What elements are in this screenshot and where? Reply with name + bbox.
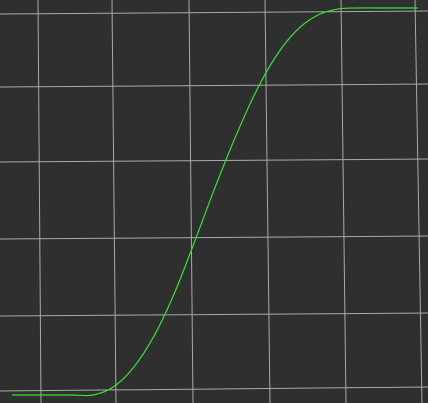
horizontal-gridline-1 xyxy=(0,10,428,15)
vertical-gridline-3 xyxy=(188,0,194,403)
vertical-gridline-1 xyxy=(37,0,42,403)
series-line-1 xyxy=(11,7,418,397)
vertical-gridline-6 xyxy=(414,0,423,403)
vertical-gridline-5 xyxy=(340,0,347,403)
horizontal-gridline-6 xyxy=(0,386,428,392)
horizontal-gridline-5 xyxy=(0,312,428,317)
horizontal-gridline-4 xyxy=(0,235,428,240)
horizontal-gridline-2 xyxy=(0,83,428,88)
vertical-gridline-4 xyxy=(264,0,271,403)
horizontal-gridline-3 xyxy=(0,158,428,163)
curve-layer xyxy=(11,7,418,397)
vertical-gridline-2 xyxy=(111,0,117,403)
